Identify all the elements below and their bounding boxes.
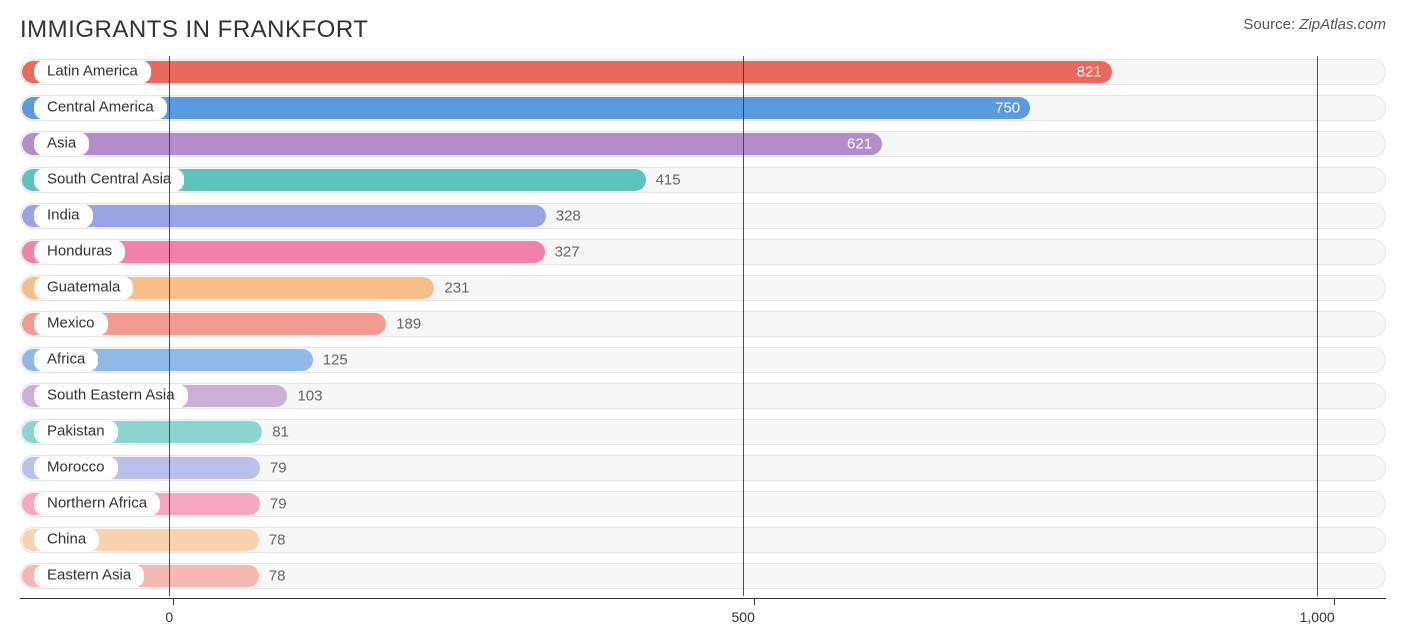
x-tick-label: 0 — [165, 605, 173, 625]
source-label: Source: — [1243, 16, 1295, 33]
bars-group: Latin America 821 Central America 750 Asia 62… — [20, 56, 1386, 596]
bar-value: 79 — [270, 496, 287, 513]
chart-title: IMMIGRANTS IN FRANKFORT — [20, 16, 368, 44]
grid-line — [169, 56, 170, 596]
bar-row: Mexico 189 — [20, 308, 1386, 340]
bar-row: Asia 621 — [20, 128, 1386, 160]
source-value: ZipAtlas.com — [1299, 16, 1386, 33]
chart-plot-area: Latin America 821 Central America 750 Asia 62… — [0, 52, 1406, 628]
bar-row: Eastern Asia 78 — [20, 560, 1386, 592]
bar-label-pill: Morocco — [34, 457, 118, 480]
bar-label-pill: Asia — [34, 133, 89, 156]
bar-row: Pakistan 81 — [20, 416, 1386, 448]
bar-fill — [22, 97, 1030, 119]
bar-label-pill: Northern Africa — [34, 493, 160, 516]
grid-line — [743, 56, 744, 596]
bar-row: Guatemala 231 — [20, 272, 1386, 304]
bar-value: 189 — [396, 316, 421, 333]
bar-row: Morocco 79 — [20, 452, 1386, 484]
bar-value: 78 — [269, 532, 286, 549]
bar-label-pill: Honduras — [34, 241, 125, 264]
bar-label-pill: Mexico — [34, 313, 108, 336]
bar-row: Africa 125 — [20, 344, 1386, 376]
bar-label-pill: South Eastern Asia — [34, 385, 188, 408]
bar-value: 79 — [270, 460, 287, 477]
bar-row: South Eastern Asia 103 — [20, 380, 1386, 412]
bar-value: 328 — [556, 208, 581, 225]
bar-label-pill: Latin America — [34, 61, 151, 84]
bar-label-pill: India — [34, 205, 93, 228]
bar-label-pill: Guatemala — [34, 277, 133, 300]
bar-row: Honduras 327 — [20, 236, 1386, 268]
x-axis: 0 500 1,000 — [20, 598, 1386, 628]
bar-row: China 78 — [20, 524, 1386, 556]
bar-value: 103 — [297, 388, 322, 405]
chart-container: IMMIGRANTS IN FRANKFORT Source: ZipAtlas… — [0, 0, 1406, 628]
bar-value: 750 — [995, 100, 1020, 117]
bar-label-pill: Pakistan — [34, 421, 118, 444]
bar-label-pill: Eastern Asia — [34, 565, 144, 588]
bar-label-pill: Central America — [34, 97, 167, 120]
bar-fill — [22, 133, 882, 155]
chart-header: IMMIGRANTS IN FRANKFORT Source: ZipAtlas… — [0, 0, 1406, 52]
bar-value: 125 — [323, 352, 348, 369]
bar-label-pill: China — [34, 529, 99, 552]
bar-fill — [22, 205, 546, 227]
bar-row: India 328 — [20, 200, 1386, 232]
bar-row: South Central Asia 415 — [20, 164, 1386, 196]
bar-row: Northern Africa 79 — [20, 488, 1386, 520]
bar-value: 231 — [444, 280, 469, 297]
bar-row: Central America 750 — [20, 92, 1386, 124]
bar-value: 621 — [847, 136, 872, 153]
x-tick: 500 — [743, 599, 766, 625]
x-tick: 1,000 — [1317, 599, 1352, 625]
bar-value: 327 — [555, 244, 580, 261]
bar-value: 821 — [1077, 64, 1102, 81]
grid-line — [1317, 56, 1318, 596]
x-tick-label: 1,000 — [1300, 605, 1335, 625]
x-tick-label: 500 — [731, 605, 754, 625]
bar-value: 78 — [269, 568, 286, 585]
bar-value: 415 — [656, 172, 681, 189]
bar-label-pill: South Central Asia — [34, 169, 184, 192]
bar-fill — [22, 61, 1112, 83]
bar-value: 81 — [272, 424, 289, 441]
bar-row: Latin America 821 — [20, 56, 1386, 88]
source-attribution: Source: ZipAtlas.com — [1243, 16, 1386, 33]
bar-label-pill: Africa — [34, 349, 98, 372]
x-tick: 0 — [169, 599, 177, 625]
